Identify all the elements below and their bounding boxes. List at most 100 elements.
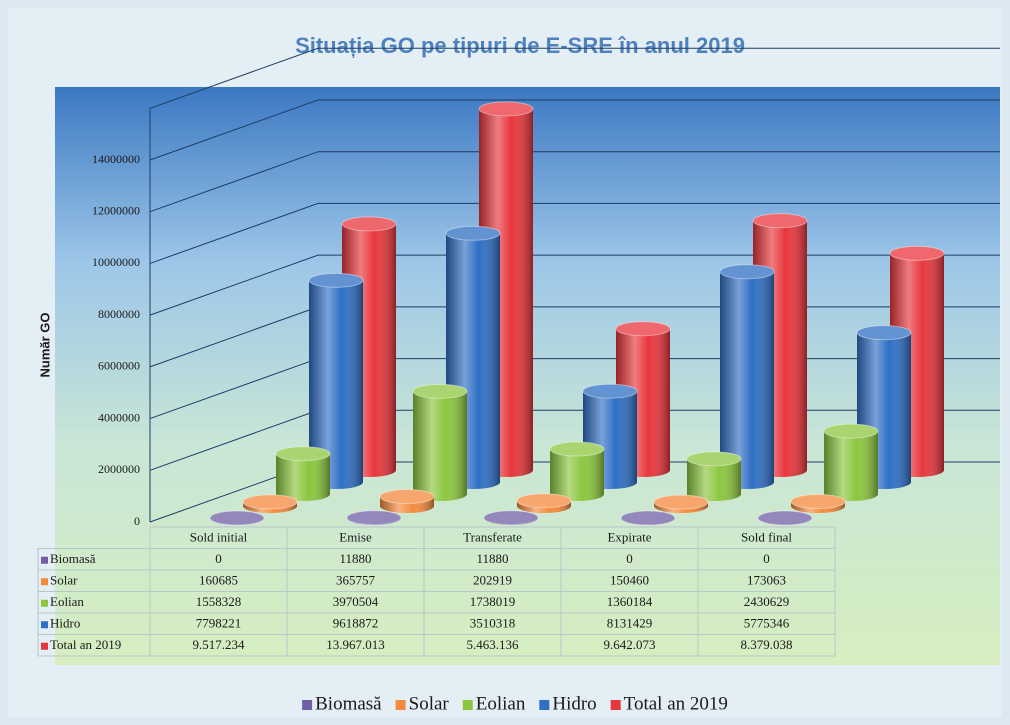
table-cell: 8131429 (607, 616, 653, 631)
bar-top (242, 494, 298, 510)
cylinder (516, 493, 572, 513)
table-cell: 5775346 (744, 616, 790, 631)
bar-top (346, 510, 402, 526)
bar-top (412, 383, 468, 399)
cylinder (308, 272, 364, 489)
table-cell: 1738019 (470, 594, 516, 609)
table-header: Sold final (741, 530, 792, 545)
table-row-label: Biomasă (50, 551, 96, 566)
bar-top (478, 101, 534, 117)
bar-shade (720, 271, 774, 489)
cylinder (209, 510, 265, 526)
bar-top (823, 423, 879, 439)
table-row-label: Hidro (50, 616, 80, 631)
table-key (41, 578, 48, 586)
cylinder (275, 446, 331, 501)
bar-top-light (347, 510, 401, 525)
table-cell: 11880 (476, 551, 508, 566)
cylinder (483, 510, 539, 526)
bar-top (582, 383, 638, 399)
bar-top-light (342, 216, 396, 231)
bar-shade (276, 453, 330, 501)
legend-marker (610, 700, 621, 710)
table-header: Sold initial (190, 530, 248, 545)
legend-marker (539, 700, 550, 710)
table-cell: 202919 (473, 573, 512, 588)
table-key (41, 642, 48, 650)
bar-top (790, 494, 846, 510)
table-row-label: Solar (50, 573, 78, 588)
legend-label: Total an 2019 (624, 693, 728, 714)
table-cell: 173063 (747, 573, 786, 588)
bar-top (308, 272, 364, 288)
table-cell: 7798221 (196, 616, 242, 631)
table-header: Emise (339, 530, 372, 545)
bar-top-light (276, 446, 330, 461)
table-cell: 160685 (199, 573, 238, 588)
bar-top (209, 510, 265, 526)
table-row-label: Eolian (50, 594, 84, 609)
bar-top (483, 510, 539, 526)
cylinder (549, 441, 605, 501)
legend-label: Biomasă (315, 693, 382, 714)
table-cell: 1558328 (196, 594, 242, 609)
y-axis-title: Număr GO (37, 312, 52, 377)
cylinder (242, 494, 298, 513)
table-cell: 5.463.136 (467, 637, 520, 652)
table-header: Expirate (607, 530, 651, 545)
bar-top-light (309, 273, 363, 288)
bar-top-light (791, 494, 845, 509)
table-key (41, 599, 48, 607)
grid-line (149, 151, 1000, 213)
chart-title: Situația GO pe tipuri de E-SRE în anul 2… (295, 33, 745, 58)
y-tick-label: 2000000 (98, 462, 140, 476)
bar-top-light (687, 451, 741, 466)
grid-line (149, 99, 1000, 161)
bar-top-light (857, 325, 911, 340)
legend-label: Eolian (476, 693, 526, 714)
y-tick-label: 6000000 (98, 359, 140, 373)
bar-top (549, 441, 605, 457)
bar-top (889, 245, 945, 261)
bar-top-light (824, 424, 878, 439)
table-cell: 365757 (336, 573, 376, 588)
table-cell: 0 (763, 551, 770, 566)
bar-top (856, 325, 912, 341)
table-header: Transferate (463, 530, 522, 545)
y-tick-label: 4000000 (98, 410, 140, 424)
y-tick-label: 10000000 (92, 255, 140, 269)
bar-top-light (243, 494, 297, 509)
bar-top (757, 510, 813, 526)
legend-label: Hidro (552, 693, 596, 714)
legend-marker (302, 700, 313, 710)
y-tick-label: 8000000 (98, 307, 140, 321)
bar-top-light (550, 442, 604, 457)
bar-top (516, 493, 572, 509)
cylinder (379, 489, 435, 513)
y-tick-label: 0 (134, 514, 140, 528)
table-cell: 3970504 (333, 594, 379, 609)
table-row-label: Total an 2019 (50, 637, 121, 652)
bar-top-light (583, 384, 637, 399)
bar-top-light (890, 246, 944, 261)
cylinder (686, 451, 742, 501)
bar-shade (550, 449, 604, 501)
legend-marker (395, 700, 406, 710)
bar-top (341, 216, 397, 232)
bar-top (686, 451, 742, 467)
bar-shade (687, 458, 741, 501)
table-cell: 1360184 (607, 594, 653, 609)
cylinder (790, 494, 846, 513)
bar-top-light (380, 489, 434, 504)
bar-top-light (446, 226, 500, 241)
legend-label: Solar (409, 693, 450, 714)
table-cell: 11880 (339, 551, 371, 566)
bar-top-light (621, 511, 675, 525)
cylinder (653, 494, 709, 513)
bar-top (620, 510, 676, 526)
bar-top-light (654, 495, 708, 510)
table-cell: 150460 (610, 573, 649, 588)
bar-top-light (479, 101, 533, 116)
